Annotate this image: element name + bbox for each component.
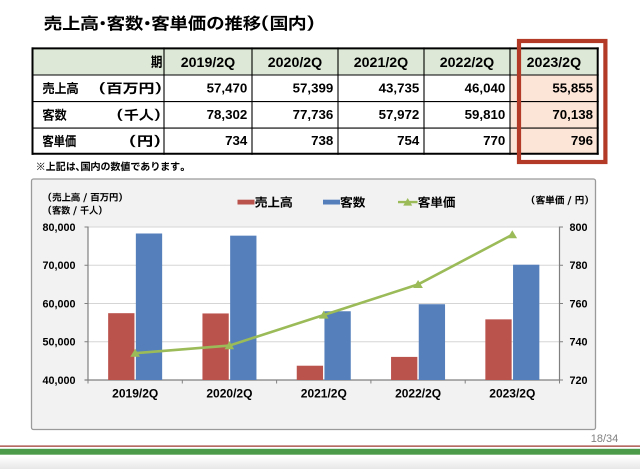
svg-text:800: 800: [570, 222, 588, 234]
svg-text:2019/2Q: 2019/2Q: [112, 386, 158, 400]
svg-text:57,399: 57,399: [293, 80, 334, 95]
svg-text:78,302: 78,302: [207, 107, 248, 122]
svg-text:50,000: 50,000: [42, 337, 75, 349]
svg-text:754: 754: [397, 133, 420, 148]
svg-text:2021/2Q: 2021/2Q: [354, 55, 408, 71]
svg-text:2020/2Q: 2020/2Q: [206, 386, 252, 400]
svg-text:770: 770: [483, 133, 505, 148]
svg-text:760: 760: [570, 298, 588, 310]
svg-text:780: 780: [570, 260, 588, 272]
svg-text:40,000: 40,000: [42, 375, 75, 387]
svg-text:60,000: 60,000: [42, 298, 75, 310]
svg-text:734: 734: [225, 133, 248, 148]
svg-text:2022/2Q: 2022/2Q: [440, 55, 494, 71]
svg-text:57,470: 57,470: [207, 80, 248, 95]
svg-text:46,040: 46,040: [465, 80, 506, 95]
svg-text:720: 720: [570, 375, 588, 387]
svg-text:2021/2Q: 2021/2Q: [301, 386, 347, 400]
svg-text:738: 738: [311, 133, 333, 148]
svg-text:80,000: 80,000: [42, 222, 75, 234]
svg-text:70,138: 70,138: [552, 107, 593, 122]
svg-text:2023/2Q: 2023/2Q: [527, 55, 581, 71]
svg-text:55,855: 55,855: [552, 80, 593, 95]
svg-text:2023/2Q: 2023/2Q: [489, 386, 535, 400]
svg-text:740: 740: [570, 337, 588, 349]
svg-text:70,000: 70,000: [42, 260, 75, 272]
svg-text:2019/2Q: 2019/2Q: [181, 55, 235, 71]
svg-text:796: 796: [571, 133, 593, 148]
svg-text:57,972: 57,972: [379, 107, 420, 122]
svg-text:77,736: 77,736: [293, 107, 334, 122]
svg-text:2020/2Q: 2020/2Q: [268, 55, 322, 71]
svg-text:18/34: 18/34: [591, 433, 619, 445]
svg-text:2022/2Q: 2022/2Q: [395, 386, 441, 400]
svg-text:43,735: 43,735: [379, 80, 420, 95]
svg-text:59,810: 59,810: [465, 107, 506, 122]
